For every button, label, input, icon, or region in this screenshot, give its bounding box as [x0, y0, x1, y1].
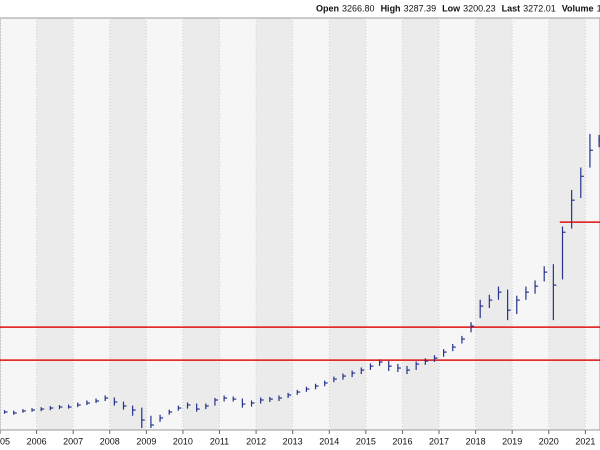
plot-frame	[0, 17, 600, 431]
x-tick-label: 2005	[0, 436, 10, 446]
year-band	[402, 18, 440, 430]
header-label: Last	[502, 3, 521, 13]
x-tick-label: 2016	[392, 436, 412, 446]
year-band	[329, 18, 366, 430]
year-band	[109, 18, 147, 430]
x-tick-label: 2007	[63, 436, 83, 446]
header-value: 3200.23	[463, 3, 496, 13]
year-band	[256, 18, 293, 430]
x-tick-label: 2021	[575, 436, 595, 446]
year-band	[73, 18, 110, 430]
x-tick-label: 2006	[27, 436, 47, 446]
year-band	[292, 18, 330, 430]
x-tick-label: 2018	[466, 436, 486, 446]
x-tick-label: 2008	[100, 436, 120, 446]
year-band	[0, 18, 37, 430]
year-band	[146, 18, 183, 430]
header-label: High	[381, 3, 401, 13]
header-value: 3287.39	[404, 3, 437, 13]
x-tick-label: 2012	[246, 436, 266, 446]
year-band	[475, 18, 513, 430]
year-band	[585, 18, 600, 430]
year-band	[512, 18, 549, 430]
header-label: Volume	[562, 3, 594, 13]
header-value: 1	[597, 3, 600, 13]
year-band	[365, 18, 403, 430]
x-tick-label: 2010	[173, 436, 193, 446]
x-tick-label: 2020	[539, 436, 559, 446]
x-tick-label: 2017	[429, 436, 449, 446]
x-tick-label: 2015	[356, 436, 376, 446]
year-band	[548, 18, 586, 430]
x-tick-label: 2014	[319, 436, 339, 446]
header-value: 3272.01	[523, 3, 556, 13]
year-band	[182, 18, 220, 430]
year-band	[439, 18, 476, 430]
x-tick-label: 2019	[502, 436, 522, 446]
header-label: Open	[316, 3, 339, 13]
x-tick-label: 2011	[210, 436, 229, 446]
header-value: 3266.80	[342, 3, 375, 13]
x-tick-label: 2013	[283, 436, 303, 446]
x-tick-label: 2009	[136, 436, 156, 446]
header-label: Low	[442, 3, 461, 13]
year-band	[219, 18, 257, 430]
year-band	[36, 18, 74, 430]
